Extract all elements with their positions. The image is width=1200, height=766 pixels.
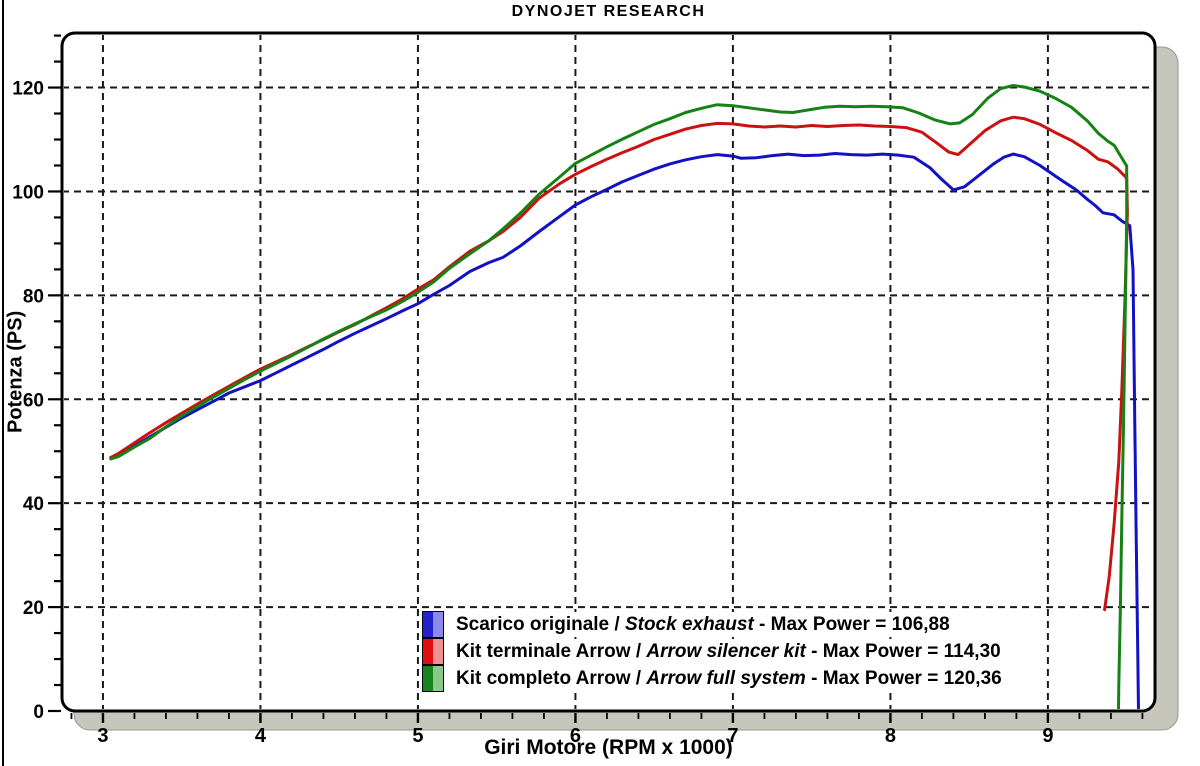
x-tick-label-7: 7 xyxy=(727,725,738,747)
legend-swatch-stock-exhaust-icon xyxy=(422,611,444,638)
legend-label-arrow-silencer-kit: Kit terminale Arrow / Arrow silencer kit… xyxy=(453,639,1004,664)
curve-stock-exhaust xyxy=(109,152,1140,709)
plot-border xyxy=(60,31,1157,713)
legend-swatch-arrow-full-system-icon xyxy=(422,665,444,692)
legend-label-stock-exhaust: Scarico originale / Stock exhaust - Max … xyxy=(453,612,953,637)
x-axis-title: Giri Motore (RPM x 1000) xyxy=(484,736,733,759)
y-tick-label-20: 20 xyxy=(23,598,44,619)
legend-row-arrow-silencer-kit: Kit terminale Arrow / Arrow silencer kit… xyxy=(422,638,1005,665)
legend-swatch-arrow-silencer-kit-icon xyxy=(422,638,444,665)
x-tick-label-4: 4 xyxy=(255,725,267,747)
y-tick-label-0: 0 xyxy=(33,702,44,723)
x-tick-label-5: 5 xyxy=(412,725,423,747)
legend-row-arrow-full-system: Kit completo Arrow / Arrow full system -… xyxy=(422,665,1005,692)
y-tick-label-120: 120 xyxy=(12,79,44,100)
curve-arrow-full-system xyxy=(109,84,1129,709)
chart-title: DYNOJET RESEARCH xyxy=(511,3,706,20)
window-left-border xyxy=(2,0,4,766)
y-tick-label-100: 100 xyxy=(12,182,44,203)
legend-label-arrow-full-system: Kit completo Arrow / Arrow full system -… xyxy=(453,666,1005,691)
plot-area xyxy=(62,33,1155,711)
x-tick-label-9: 9 xyxy=(1042,725,1053,747)
y-tick-label-80: 80 xyxy=(23,286,44,307)
y-axis-title: Potenza (PS) xyxy=(4,310,27,434)
x-tick-label-3: 3 xyxy=(97,725,108,747)
legend: Scarico originale / Stock exhaust - Max … xyxy=(422,611,1005,692)
legend-row-stock-exhaust: Scarico originale / Stock exhaust - Max … xyxy=(422,611,1005,638)
x-tick-label-6: 6 xyxy=(570,725,581,747)
y-tick-label-60: 60 xyxy=(23,390,44,411)
y-tick-label-40: 40 xyxy=(23,494,44,515)
x-tick-label-8: 8 xyxy=(885,725,896,747)
